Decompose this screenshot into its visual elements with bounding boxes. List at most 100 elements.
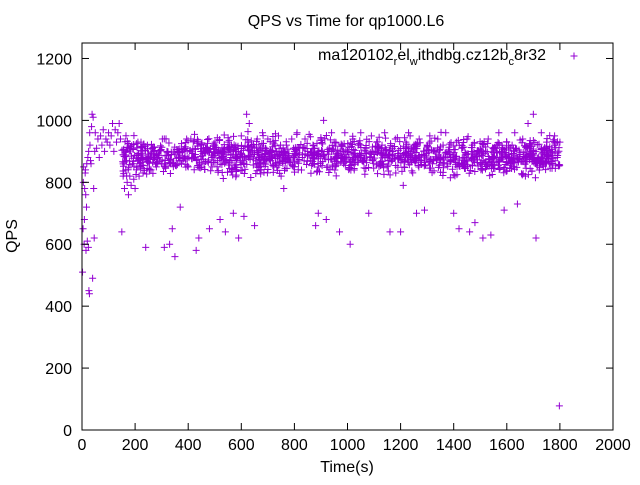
data-point — [497, 153, 505, 161]
data-point — [490, 154, 498, 162]
data-point — [413, 209, 421, 217]
data-point — [530, 158, 538, 166]
data-point — [254, 148, 262, 156]
data-point — [310, 145, 318, 153]
data-point — [195, 234, 203, 242]
data-point — [434, 135, 442, 143]
x-tick-label: 1800 — [542, 437, 578, 454]
data-point — [436, 153, 444, 161]
data-point — [192, 246, 200, 254]
data-point — [289, 144, 297, 152]
y-tick-label: 1000 — [36, 113, 72, 130]
y-tick-label: 600 — [45, 237, 72, 254]
data-point — [258, 140, 266, 148]
data-point — [482, 147, 490, 155]
data-point — [221, 228, 229, 236]
data-point — [316, 153, 324, 161]
data-point — [415, 135, 423, 143]
data-point — [500, 206, 508, 214]
x-tick-label: 400 — [175, 437, 202, 454]
data-point — [507, 164, 515, 172]
data-point — [118, 228, 126, 236]
data-point — [452, 138, 460, 146]
data-point — [344, 140, 352, 148]
data-point — [244, 146, 252, 154]
data-point — [410, 141, 418, 149]
data-point — [418, 150, 426, 158]
data-point — [531, 138, 539, 146]
data-point — [269, 138, 277, 146]
data-point — [190, 166, 198, 174]
data-point — [133, 144, 141, 152]
data-point — [436, 154, 444, 162]
data-point — [155, 154, 163, 162]
legend: ma120102relwithdbg.cz12bc8r32 — [318, 47, 578, 68]
data-point — [501, 161, 509, 169]
data-point — [522, 149, 530, 157]
data-point — [380, 170, 388, 178]
data-point — [350, 160, 358, 168]
data-point — [466, 167, 474, 175]
data-point — [415, 163, 423, 171]
data-point — [143, 170, 151, 178]
data-point — [115, 119, 123, 127]
data-point — [489, 144, 497, 152]
data-point — [220, 131, 228, 139]
data-point — [305, 130, 313, 138]
data-point — [450, 209, 458, 217]
data-point — [293, 129, 301, 137]
data-point — [365, 164, 373, 172]
data-point — [135, 172, 143, 180]
data-point — [165, 139, 173, 147]
data-point — [481, 158, 489, 166]
data-point — [264, 166, 272, 174]
data-point — [163, 147, 171, 155]
data-point — [83, 237, 91, 245]
data-point — [373, 138, 381, 146]
data-point — [129, 146, 137, 154]
data-point — [458, 144, 466, 152]
data-point — [468, 161, 476, 169]
data-point — [551, 139, 559, 147]
data-point — [555, 402, 563, 410]
data-point — [213, 163, 221, 171]
data-point — [442, 129, 450, 137]
data-point — [113, 138, 121, 146]
data-point — [241, 143, 249, 151]
data-point — [365, 138, 373, 146]
data-point — [139, 169, 147, 177]
data-point — [542, 145, 550, 153]
data-point — [546, 164, 554, 172]
data-point — [160, 243, 168, 251]
data-point — [312, 222, 320, 230]
data-point — [486, 172, 494, 180]
x-tick-label: 0 — [78, 437, 87, 454]
data-point — [134, 157, 142, 165]
data-point — [478, 148, 486, 156]
data-point — [304, 147, 312, 155]
data-point — [188, 148, 196, 156]
data-point — [280, 155, 288, 163]
data-point — [470, 148, 478, 156]
data-point — [282, 141, 290, 149]
data-point — [158, 160, 166, 168]
data-point — [205, 225, 213, 233]
data-point — [320, 151, 328, 159]
data-point — [232, 147, 240, 155]
data-point — [99, 126, 107, 134]
data-point — [463, 135, 471, 143]
data-point — [277, 172, 285, 180]
data-point — [347, 139, 355, 147]
data-point — [174, 153, 182, 161]
data-point — [168, 225, 176, 233]
data-point — [495, 140, 503, 148]
data-point — [492, 144, 500, 152]
data-point — [355, 139, 363, 147]
data-point — [522, 143, 530, 151]
data-point — [296, 144, 304, 152]
data-point — [243, 110, 251, 118]
data-point — [237, 132, 245, 140]
data-point — [497, 147, 505, 155]
data-point — [468, 141, 476, 149]
data-point — [330, 138, 338, 146]
